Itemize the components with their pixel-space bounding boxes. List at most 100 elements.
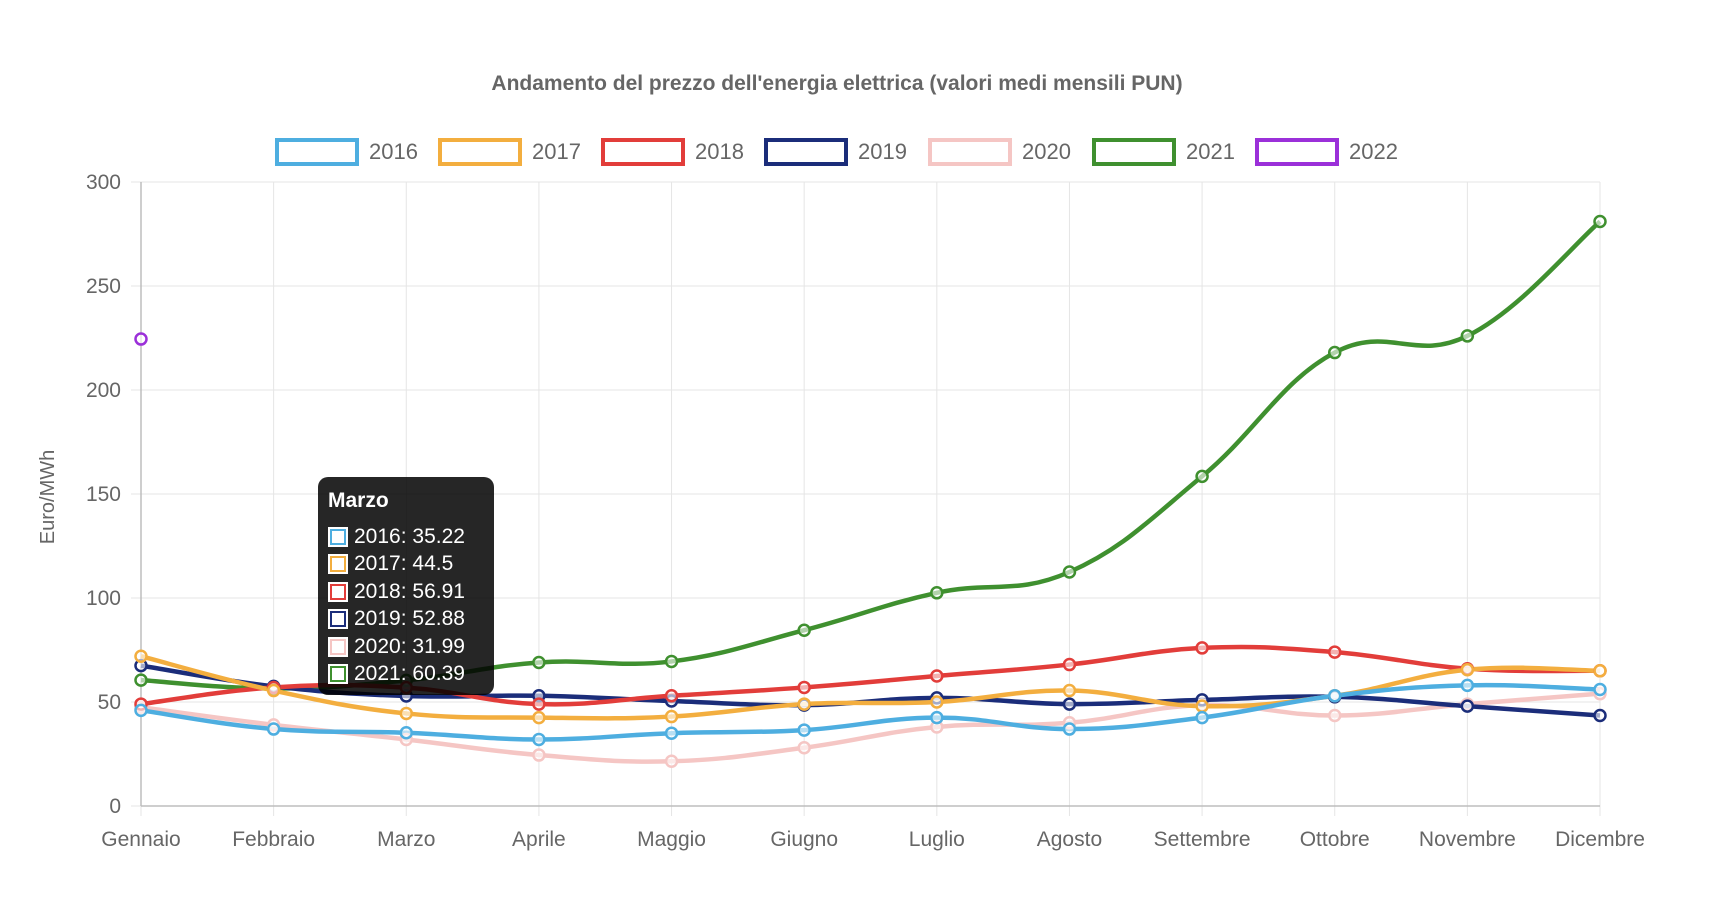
tooltip-row: 2019: 52.88 xyxy=(328,606,484,634)
x-tick-label: Maggio xyxy=(637,828,706,851)
tooltip-value: 2017: 44.5 xyxy=(354,552,454,576)
data-point-2016[interactable] xyxy=(797,723,811,737)
data-point-2016[interactable] xyxy=(1593,682,1607,697)
data-point-2021[interactable] xyxy=(797,623,811,637)
x-tick-label: Dicembre xyxy=(1555,828,1645,851)
data-point-2017[interactable] xyxy=(266,683,281,698)
data-point-2016[interactable] xyxy=(134,703,148,718)
x-tick-label: Novembre xyxy=(1419,828,1516,851)
data-point-2017[interactable] xyxy=(797,697,811,711)
legend-label: 2017 xyxy=(532,139,581,164)
tooltip-row: 2018: 56.91 xyxy=(328,578,484,606)
data-point-2017[interactable] xyxy=(1593,664,1607,678)
data-point-2016[interactable] xyxy=(1062,722,1077,736)
data-point-2017[interactable] xyxy=(532,710,546,725)
x-tick-label: Febbraio xyxy=(232,828,315,851)
data-point-2019[interactable] xyxy=(1460,699,1475,713)
legend-item-2021[interactable]: 2021 xyxy=(1092,138,1235,166)
data-point-2018[interactable] xyxy=(664,689,679,703)
legend-label: 2022 xyxy=(1349,139,1398,164)
data-point-2017[interactable] xyxy=(134,649,148,663)
grid xyxy=(131,181,1601,816)
legend-swatch xyxy=(928,138,1012,166)
data-point-2018[interactable] xyxy=(930,669,944,683)
legend-swatch xyxy=(764,138,848,166)
y-tick-label: 0 xyxy=(109,795,121,818)
data-point-2021[interactable] xyxy=(1195,469,1209,484)
x-tick-label: Settembre xyxy=(1154,828,1251,851)
data-point-2019[interactable] xyxy=(1593,708,1607,723)
tooltip-title: Marzo xyxy=(328,489,389,512)
y-tick-label: 150 xyxy=(86,483,121,506)
y-tick-label: 100 xyxy=(86,587,121,610)
legend-swatch xyxy=(601,138,685,166)
data-point-2016[interactable] xyxy=(664,726,679,740)
data-point-2018[interactable] xyxy=(1327,645,1342,659)
data-point-2016[interactable] xyxy=(399,725,414,740)
legend-swatch xyxy=(1255,138,1339,166)
data-point-2020[interactable] xyxy=(797,741,811,755)
data-point-2020[interactable] xyxy=(1327,708,1342,723)
data-point-2021[interactable] xyxy=(1593,214,1607,229)
data-point-2016[interactable] xyxy=(1460,678,1475,693)
data-point-2021[interactable] xyxy=(930,586,944,600)
legend-swatch xyxy=(1092,138,1176,166)
data-point-2018[interactable] xyxy=(797,680,811,695)
data-point-2021[interactable] xyxy=(1062,565,1077,579)
legend-label: 2016 xyxy=(369,139,418,164)
data-point-2021[interactable] xyxy=(1460,329,1475,343)
y-axis-label: Euro/MWh xyxy=(37,450,59,544)
legend-item-2017[interactable]: 2017 xyxy=(438,138,581,166)
x-tick-label: Giugno xyxy=(770,828,838,851)
data-point-2017[interactable] xyxy=(664,709,679,724)
legend-item-2022[interactable]: 2022 xyxy=(1255,138,1398,166)
data-point-2017[interactable] xyxy=(930,695,944,709)
data-point-2022[interactable] xyxy=(134,332,148,346)
data-point-2021[interactable] xyxy=(664,654,679,669)
legend-item-2019[interactable]: 2019 xyxy=(764,138,907,166)
data-point-2017[interactable] xyxy=(399,706,414,721)
data-point-2019[interactable] xyxy=(1062,697,1077,711)
chart-title: Andamento del prezzo dell'energia elettr… xyxy=(491,72,1182,95)
data-point-2016[interactable] xyxy=(1327,689,1342,703)
x-tick-label: Ottobre xyxy=(1300,828,1370,851)
legend-item-2020[interactable]: 2020 xyxy=(928,138,1071,166)
data-point-2020[interactable] xyxy=(664,754,679,769)
tooltip-swatch xyxy=(328,609,348,630)
x-tick-label: Luglio xyxy=(909,828,965,851)
data-point-2016[interactable] xyxy=(1195,710,1209,725)
series-line-2020 xyxy=(140,691,1601,764)
data-point-2016[interactable] xyxy=(930,710,944,725)
data-point-2017[interactable] xyxy=(1062,683,1077,698)
y-tick-label: 50 xyxy=(98,691,121,714)
legend-swatch xyxy=(438,138,522,166)
legend-item-2016[interactable]: 2016 xyxy=(275,138,418,166)
data-point-2016[interactable] xyxy=(532,732,546,747)
y-tick-label: 300 xyxy=(86,171,121,194)
data-point-2020[interactable] xyxy=(532,748,546,762)
tooltip-row: 2017: 44.5 xyxy=(328,551,484,579)
tooltip-row: 2021: 60.39 xyxy=(328,661,484,689)
legend-swatch xyxy=(275,138,359,166)
data-point-2018[interactable] xyxy=(532,697,546,711)
tooltip-rows: 2016: 35.22 2017: 44.5 2018: 56.91 2019: 52… xyxy=(328,523,484,688)
data-point-2021[interactable] xyxy=(532,655,546,670)
data-point-2016[interactable] xyxy=(266,722,281,736)
data-point-2021[interactable] xyxy=(134,673,148,687)
data-point-2017[interactable] xyxy=(1460,663,1475,677)
legend-label: 2019 xyxy=(858,139,907,164)
x-tick-label: Gennaio xyxy=(101,828,180,851)
x-tick-label: Aprile xyxy=(512,828,566,851)
tooltip-swatch xyxy=(328,581,348,602)
series-lines xyxy=(140,219,1602,764)
legend-label: 2020 xyxy=(1022,139,1071,164)
axes: 0 50 100 150 200 250 300 Gennaio Febbraio Marzo Ap… xyxy=(86,171,1645,851)
legend-item-2018[interactable]: 2018 xyxy=(601,138,744,166)
legend-label: 2018 xyxy=(695,139,744,164)
data-point-2018[interactable] xyxy=(1062,657,1077,672)
data-point-2017[interactable] xyxy=(1195,699,1209,713)
data-point-2018[interactable] xyxy=(1195,641,1209,655)
data-point-2021[interactable] xyxy=(1327,345,1342,360)
